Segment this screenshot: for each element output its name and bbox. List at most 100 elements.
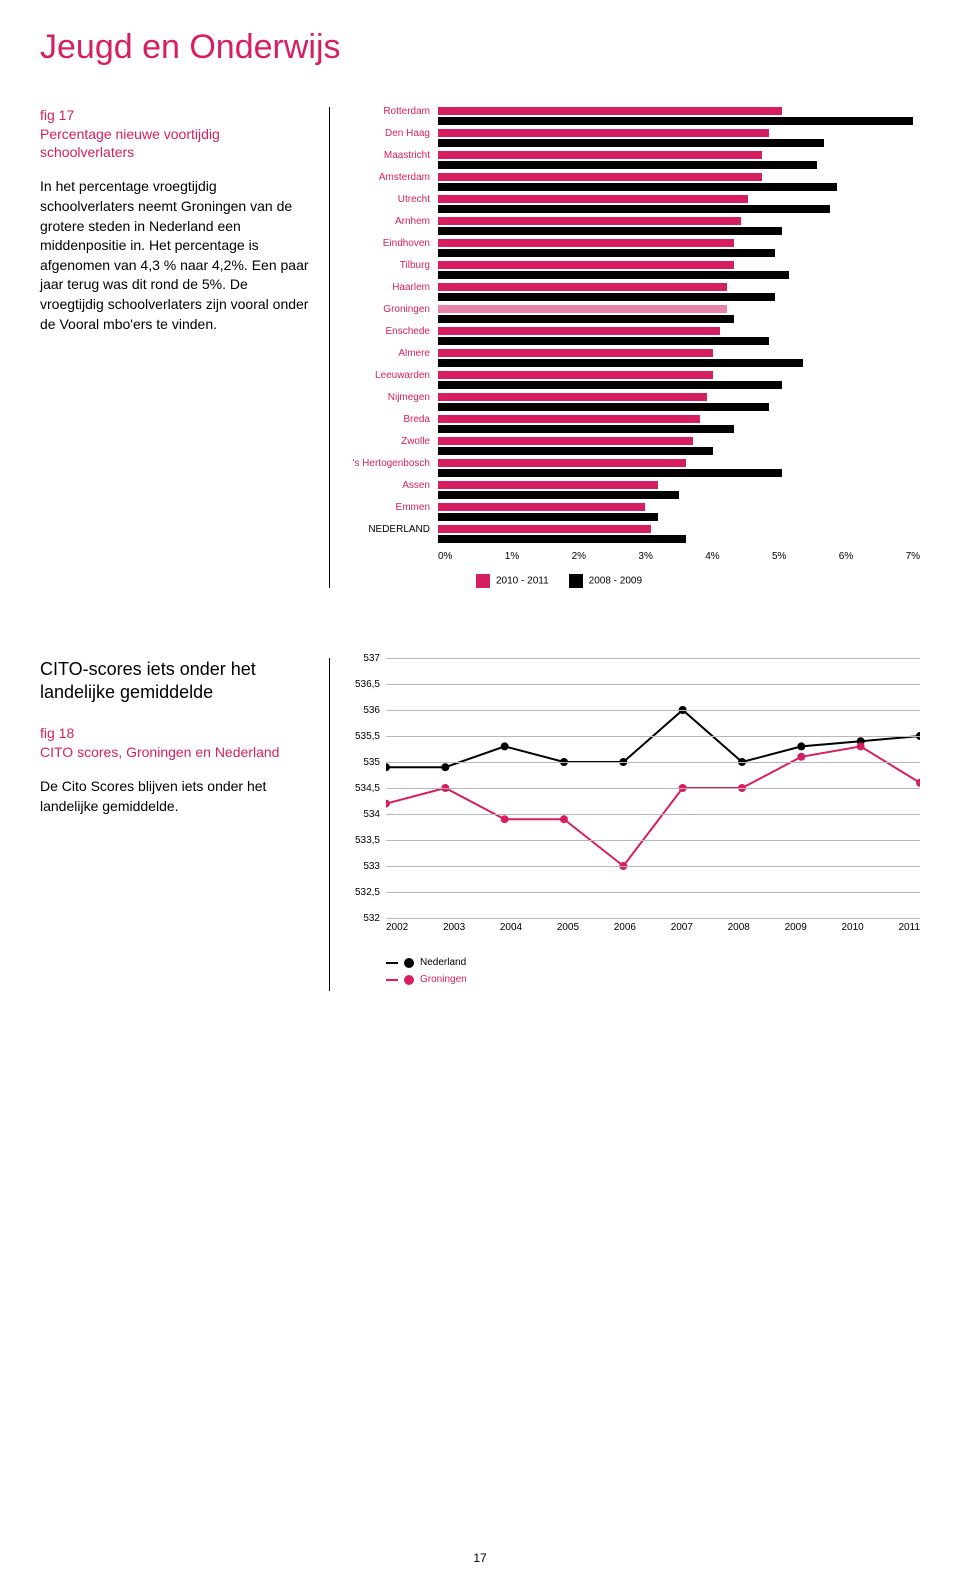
bar-row: Arnhem xyxy=(346,217,920,237)
data-point xyxy=(501,742,509,750)
bar-label: NEDERLAND xyxy=(346,525,438,535)
x-tick: 2005 xyxy=(557,922,614,933)
fig17-legend: 2010 - 2011 2008 - 2009 xyxy=(476,574,920,588)
bar-label: Assen xyxy=(346,481,438,491)
x-tick: 0% xyxy=(438,551,505,562)
y-tick: 534,5 xyxy=(346,783,380,794)
fig18-title: CITO scores, Groningen en Nederland xyxy=(40,743,313,761)
data-point xyxy=(501,815,509,823)
fig17-label: fig 17 xyxy=(40,107,313,123)
x-tick: 7% xyxy=(906,551,920,562)
legend-a-label: 2010 - 2011 xyxy=(496,576,549,587)
y-tick: 532,5 xyxy=(346,887,380,898)
x-tick: 3% xyxy=(638,551,705,562)
page-number: 17 xyxy=(40,1551,920,1565)
bar-label: Den Haag xyxy=(346,129,438,139)
bar-row: Tilburg xyxy=(346,261,920,281)
fig17-chart: Rotterdam Den Haag Maastricht Amsterdam Utre… xyxy=(346,107,920,588)
data-point xyxy=(857,742,865,750)
bar-label: Utrecht xyxy=(346,195,438,205)
bar-row: Amsterdam xyxy=(346,173,920,193)
bar-row: Leeuwarden xyxy=(346,371,920,391)
bar-row: Eindhoven xyxy=(346,239,920,259)
bar-row: Rotterdam xyxy=(346,107,920,127)
bar-row: Maastricht xyxy=(346,151,920,171)
bar-row: Almere xyxy=(346,349,920,369)
x-tick: 2002 xyxy=(386,922,443,933)
bar-label: Zwolle xyxy=(346,437,438,447)
bar-label: Rotterdam xyxy=(346,107,438,117)
bar-row: Breda xyxy=(346,415,920,435)
data-point xyxy=(560,815,568,823)
bar-label: Eindhoven xyxy=(346,239,438,249)
y-tick: 533 xyxy=(346,861,380,872)
page-title: Jeugd en Onderwijs xyxy=(40,28,920,67)
bar-label: 's Hertogenbosch xyxy=(346,459,438,469)
bar-row: Nijmegen xyxy=(346,393,920,413)
legend-item-a: 2010 - 2011 xyxy=(476,574,549,588)
bar-row: NEDERLAND xyxy=(346,525,920,545)
legend-b-label: 2008 - 2009 xyxy=(589,576,642,587)
data-point xyxy=(386,763,390,771)
data-point xyxy=(797,742,805,750)
bar-label: Emmen xyxy=(346,503,438,513)
bar-row: Assen xyxy=(346,481,920,501)
bar-label: Maastricht xyxy=(346,151,438,161)
y-tick: 533,5 xyxy=(346,835,380,846)
x-tick: 2008 xyxy=(728,922,785,933)
fig17-description: fig 17 Percentage nieuwe voortijdig scho… xyxy=(40,107,330,588)
legend-marker xyxy=(404,975,414,985)
bar-row: Emmen xyxy=(346,503,920,523)
fig17-body: In het percentage vroegtijdig schoolverl… xyxy=(40,177,313,334)
fig17-title: Percentage nieuwe voortijdig schoolverla… xyxy=(40,125,313,161)
bar-row: Enschede xyxy=(346,327,920,347)
legend-marker xyxy=(404,958,414,968)
fig18-description: CITO-scores iets onder het landelijke ge… xyxy=(40,658,330,991)
line-series xyxy=(386,710,920,767)
fig18-body: De Cito Scores blijven iets onder het la… xyxy=(40,777,313,816)
x-tick: 2003 xyxy=(443,922,500,933)
legend-item: Groningen xyxy=(386,974,920,985)
bar-row: Zwolle xyxy=(346,437,920,457)
x-tick: 5% xyxy=(772,551,839,562)
y-tick: 532 xyxy=(346,913,380,924)
x-tick: 2010 xyxy=(842,922,899,933)
fig18-label: fig 18 xyxy=(40,725,313,741)
legend-label: Groningen xyxy=(420,974,467,985)
bar-row: Utrecht xyxy=(346,195,920,215)
x-tick: 6% xyxy=(839,551,906,562)
x-tick: 1% xyxy=(505,551,572,562)
x-tick: 2004 xyxy=(500,922,557,933)
bar-label: Breda xyxy=(346,415,438,425)
y-tick: 536,5 xyxy=(346,679,380,690)
fig18-legend: Nederland Groningen xyxy=(386,957,920,985)
y-tick: 534 xyxy=(346,809,380,820)
bar-label: Arnhem xyxy=(346,217,438,227)
bar-label: Enschede xyxy=(346,327,438,337)
bar-label: Groningen xyxy=(346,305,438,315)
figure-17-section: fig 17 Percentage nieuwe voortijdig scho… xyxy=(40,107,920,588)
data-point xyxy=(441,763,449,771)
x-tick: 2007 xyxy=(671,922,728,933)
x-tick: 2% xyxy=(572,551,639,562)
bar-row: Groningen xyxy=(346,305,920,325)
bar-row: Den Haag xyxy=(346,129,920,149)
bar-label: Haarlem xyxy=(346,283,438,293)
bar-label: Amsterdam xyxy=(346,173,438,183)
bar-label: Nijmegen xyxy=(346,393,438,403)
legend-label: Nederland xyxy=(420,957,466,968)
figure-18-section: CITO-scores iets onder het landelijke ge… xyxy=(40,658,920,991)
legend-item-b: 2008 - 2009 xyxy=(569,574,642,588)
bar-label: Almere xyxy=(346,349,438,359)
data-point xyxy=(386,800,390,808)
bar-row: Haarlem xyxy=(346,283,920,303)
y-tick: 537 xyxy=(346,653,380,664)
fig18-heading: CITO-scores iets onder het landelijke ge… xyxy=(40,658,313,705)
fig18-chart: 537536,5536535,5535534,5534533,5533532,5… xyxy=(346,658,920,991)
y-tick: 535,5 xyxy=(346,731,380,742)
y-tick: 535 xyxy=(346,757,380,768)
data-point xyxy=(797,753,805,761)
bar-label: Leeuwarden xyxy=(346,371,438,381)
x-tick: 4% xyxy=(705,551,772,562)
legend-item: Nederland xyxy=(386,957,920,968)
